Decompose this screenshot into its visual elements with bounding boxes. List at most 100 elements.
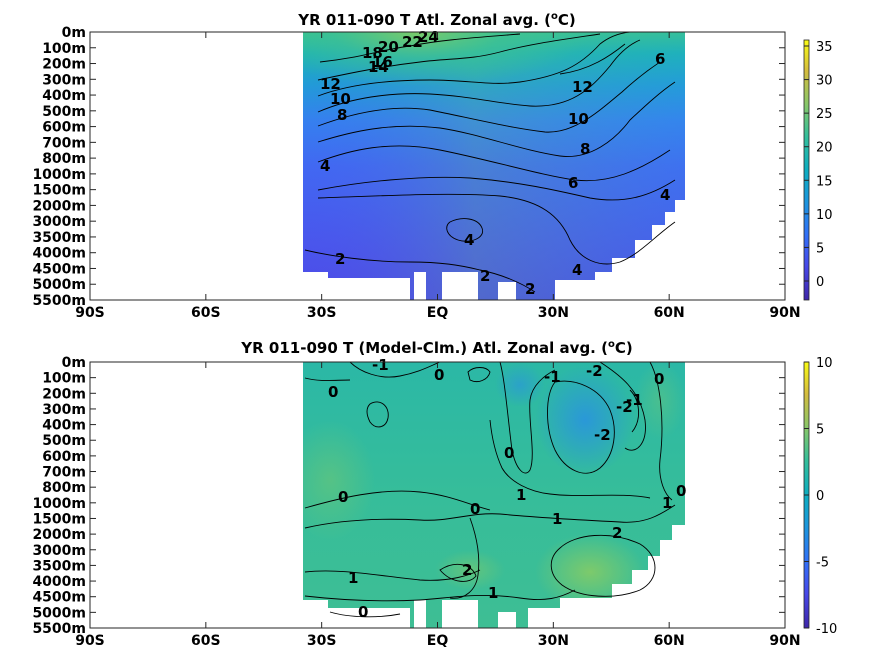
contour-label: 0 (470, 500, 480, 518)
y-tick-label: 600m (42, 449, 86, 465)
y-tick-label: 5000m (32, 277, 86, 293)
contour-label: 4 (660, 186, 670, 204)
y-tick-label: 3500m (32, 558, 86, 574)
contour-label: 2 (462, 561, 472, 579)
colorbar-tick-label: 20 (816, 141, 833, 156)
colorbar-tick-label: 5 (816, 423, 824, 438)
y-tick-label: 300m (42, 402, 86, 418)
contour-label: 2 (612, 524, 622, 542)
chart-title: YR 011-090 T (Model-Clm.) Atl. Zonal avg… (240, 339, 632, 357)
contour-label: -1 (544, 368, 561, 386)
x-tick-label: 30N (538, 305, 569, 321)
x-tick-label: 60S (191, 633, 221, 649)
colorbar-tick-label: 35 (816, 40, 833, 55)
contour-label: 14 (368, 58, 389, 76)
seafloor-mask (555, 200, 785, 300)
panel-1: 24 22 20 18 16 14 12 10 8 6 4 2 12 10 8 … (32, 11, 832, 321)
y-tick-label: 0m (62, 25, 86, 41)
y-tick-label: 3500m (32, 230, 86, 246)
contour-label: 2 (525, 280, 535, 298)
contour-label: 1 (488, 584, 498, 602)
contour-label: 1 (348, 569, 358, 587)
axes: 90S 60S 30S EQ 30N 60N 90N0m100m200m300m400m50… (32, 25, 800, 321)
contour-label: 6 (568, 174, 578, 192)
contour-label: 0 (654, 370, 664, 388)
seafloor-mask (528, 525, 785, 628)
contour-label: 0 (328, 383, 338, 401)
contour-label: 20 (378, 38, 399, 56)
x-tick-label: 90S (75, 633, 105, 649)
contour-label: 18 (362, 44, 383, 62)
contour-label: 8 (580, 140, 590, 158)
y-tick-label: 800m (42, 480, 86, 496)
y-tick-label: 400m (42, 418, 86, 434)
y-tick-label: 1500m (32, 183, 86, 199)
x-tick-label: 30N (538, 633, 569, 649)
y-tick-label: 400m (42, 88, 86, 104)
contour-label: 16 (372, 53, 393, 71)
contour-label: 0 (504, 444, 514, 462)
chart-title: YR 011-090 T Atl. Zonal avg. (oC) (297, 11, 576, 29)
contour-label: -2 (586, 362, 603, 380)
contour-label: 12 (572, 78, 593, 96)
contour-label: -2 (594, 426, 611, 444)
y-tick-label: 800m (42, 151, 86, 167)
x-tick-label: EQ (427, 305, 449, 321)
x-tick-label: 30S (307, 633, 337, 649)
contour-label: -1 (372, 356, 389, 374)
contour-label: 8 (337, 106, 347, 124)
x-tick-label: 90S (75, 305, 105, 321)
contour-labels: -1 0 0 -1 -2 0 -2 -1 -2 0 0 1 0 0 1 1 2 … (328, 356, 686, 621)
y-tick-label: 700m (42, 135, 86, 151)
y-tick-label: 700m (42, 465, 86, 481)
y-tick-label: 5000m (32, 605, 86, 621)
colorbar-tick-label: 0 (816, 489, 824, 504)
colorbar-tick-label: 0 (816, 275, 824, 290)
x-tick-label: 60S (191, 305, 221, 321)
contour-label: 1 (552, 510, 562, 528)
contour-label: 1 (662, 494, 672, 512)
colorbar (803, 39, 810, 301)
y-tick-label: 300m (42, 72, 86, 88)
y-tick-label: 200m (42, 57, 86, 73)
contour-label: 12 (320, 75, 341, 93)
colorbar-tick-label: -5 (816, 556, 829, 571)
y-tick-label: 4000m (32, 574, 86, 590)
y-tick-label: 0m (62, 355, 86, 371)
contour-label: -2 (616, 398, 633, 416)
contour-label: 6 (655, 50, 665, 68)
contour-label: 1 (516, 486, 526, 504)
x-tick-label: 60N (654, 633, 685, 649)
contour-label: 0 (676, 482, 686, 500)
x-tick-label: 90N (769, 305, 800, 321)
y-tick-label: 2000m (32, 198, 86, 214)
contour-label: -1 (626, 391, 643, 409)
y-tick-label: 4500m (32, 590, 86, 606)
axes: 90S 60S 30S EQ 30N 60N 90N0m100m200m300m400m50… (32, 355, 800, 649)
contour-label: 4 (320, 157, 330, 175)
colorbar-tick-label: 25 (816, 107, 833, 122)
contour-label: 4 (572, 261, 582, 279)
contour-label: 0 (338, 488, 348, 506)
contour-label: 22 (402, 33, 423, 51)
y-tick-label: 200m (42, 386, 86, 402)
colorbar-tick-label: 15 (816, 174, 833, 189)
contour-label: 2 (480, 267, 490, 285)
contour-label: 4 (464, 231, 474, 249)
y-tick-label: 3000m (32, 543, 86, 559)
y-tick-label: 500m (42, 104, 86, 120)
y-tick-label: 4000m (32, 246, 86, 262)
y-tick-label: 500m (42, 433, 86, 449)
contour-label: 0 (434, 366, 444, 384)
contour-label: 0 (358, 603, 368, 621)
y-tick-label: 2000m (32, 527, 86, 543)
x-tick-label: EQ (427, 633, 449, 649)
x-tick-label: 30S (307, 305, 337, 321)
y-tick-label: 100m (42, 371, 86, 387)
x-tick-label: 90N (769, 633, 800, 649)
contour-lines (304, 362, 676, 618)
colorbar-tick-label: -10 (816, 622, 837, 637)
contour-label: 10 (330, 90, 351, 108)
y-tick-label: 1000m (32, 496, 86, 512)
